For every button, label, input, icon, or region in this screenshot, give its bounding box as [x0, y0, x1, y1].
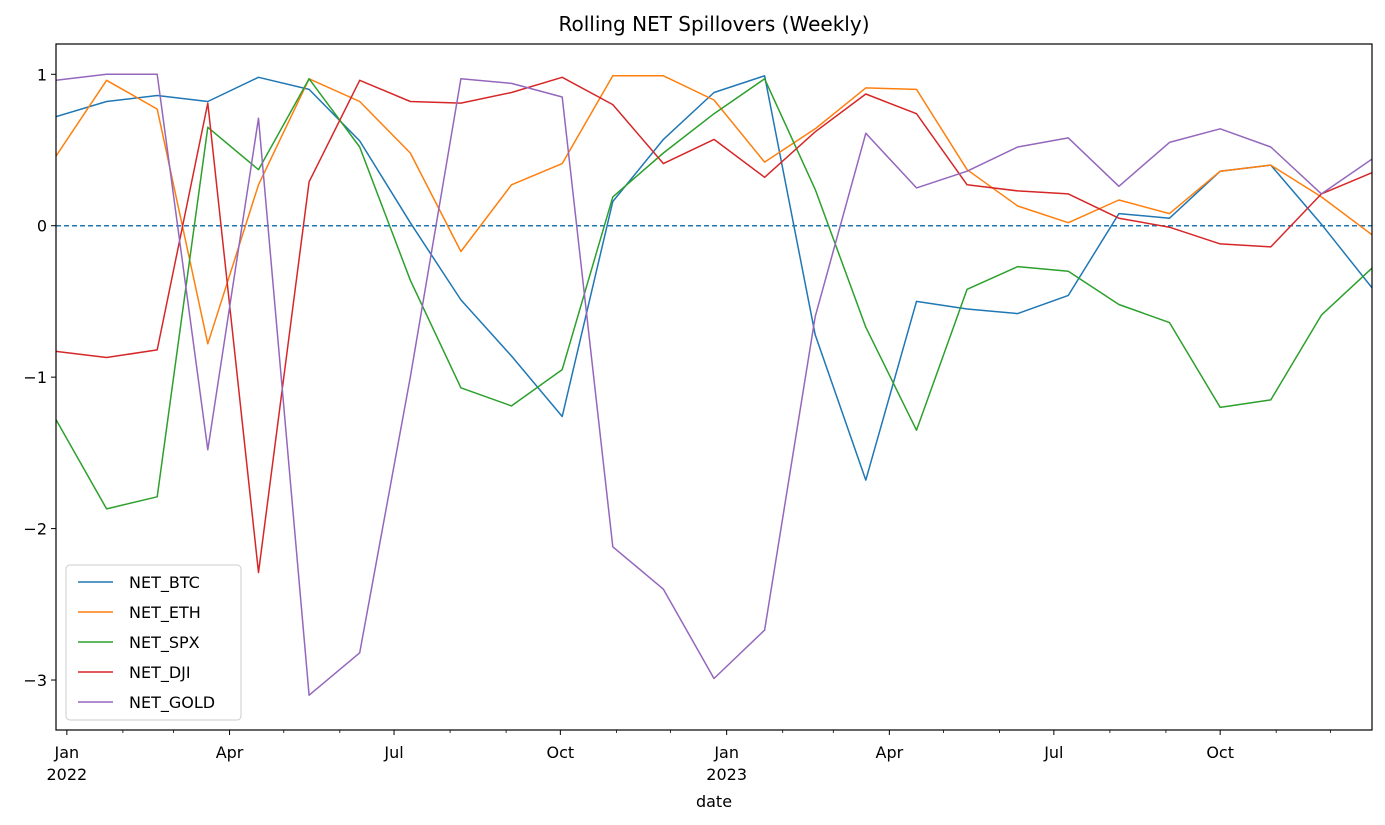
x-tick-year-label: 2022	[46, 765, 87, 784]
plot-frame	[55, 43, 1373, 731]
x-axis-label: date	[696, 792, 732, 811]
series-line-net-eth	[56, 75, 1372, 345]
legend-label: NET_DJI	[129, 663, 191, 683]
x-tick-label: Apr	[876, 743, 904, 762]
legend-label: NET_ETH	[129, 603, 201, 623]
y-tick-label: 1	[37, 65, 47, 84]
x-tick-label: Jan	[713, 743, 739, 762]
y-tick-label: 0	[37, 217, 47, 236]
y-tick-label: −3	[23, 671, 47, 690]
legend-box	[65, 564, 242, 721]
legend: NET_BTC NET_ETH NET_SPX NET_DJI NET_GOLD	[65, 564, 242, 721]
series-line-net-spx	[56, 78, 1372, 510]
x-tick-label: Oct	[1206, 743, 1234, 762]
legend-label: NET_GOLD	[129, 693, 215, 713]
legend-items: NET_BTC NET_ETH NET_SPX NET_DJI NET_GOLD	[78, 573, 215, 713]
series-line-net-gold	[56, 73, 1372, 696]
x-tick-label: Jan	[54, 743, 80, 762]
y-tick-label: −2	[23, 520, 47, 539]
axis-layer: 1 0 −1 −2 −3 Jan 2022 Apr Jul Oct Jan 2023 Apr Jul Oct	[23, 65, 1331, 784]
x-tick-label: Apr	[216, 743, 244, 762]
chart-title: Rolling NET Spillovers (Weekly)	[558, 12, 869, 36]
legend-label: NET_BTC	[129, 573, 200, 593]
x-tick-label: Jul	[1043, 743, 1063, 762]
series-line-net-dji	[56, 76, 1372, 574]
series-line-net-btc	[56, 75, 1372, 481]
x-tick-year-label: 2023	[706, 765, 747, 784]
x-tick-label: Jul	[383, 743, 403, 762]
x-tick-label: Oct	[547, 743, 575, 762]
legend-label: NET_SPX	[129, 633, 200, 653]
y-tick-label: −1	[23, 368, 47, 387]
series-layer	[56, 73, 1372, 696]
